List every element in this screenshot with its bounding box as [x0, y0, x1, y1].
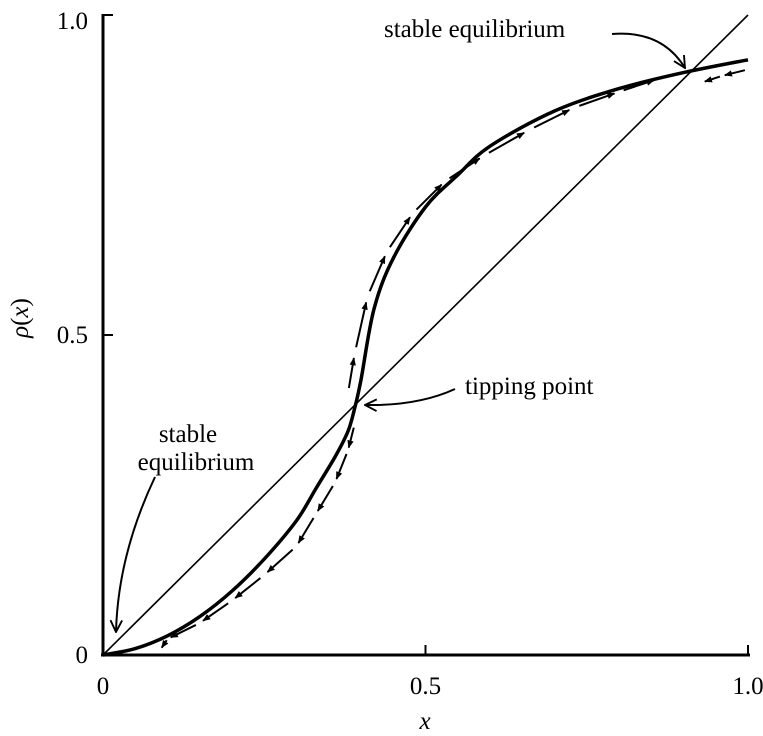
- y-axis-label-func: ρ: [7, 326, 34, 339]
- flow-arrow-segment: [368, 255, 386, 292]
- annotation-stable-bottom-line2: equilibrium: [138, 449, 255, 476]
- y-tick-label-1: 0.5: [57, 322, 88, 349]
- x-tick-label-0: 0: [97, 673, 110, 700]
- annotation-stable-bottom-line1: stable: [159, 421, 217, 448]
- flow-arrow-segment: [355, 301, 368, 348]
- flow-arrow-segment: [389, 216, 411, 248]
- y-tick-label-0: 0: [76, 642, 89, 669]
- annotation-tipping-point: tipping point: [365, 373, 594, 405]
- x-axis-label: x: [418, 708, 430, 735]
- x-tick-label-1: 0.5: [410, 673, 441, 700]
- flow-arrow-segment: [316, 485, 334, 512]
- y-tick-label-2: 1.0: [57, 8, 88, 35]
- y-axis-label: ρ(x): [7, 298, 34, 339]
- y-ticks: 0 0.5 1.0: [57, 8, 113, 669]
- flow-arrow-up: [347, 79, 655, 389]
- flow-arrow-segment: [623, 79, 655, 92]
- flow-arrow-segment: [170, 624, 197, 639]
- flow-arrow-segment: [160, 639, 169, 649]
- annotation-stable-equilibrium-top: stable equilibrium: [384, 16, 685, 68]
- flow-arrow-down: [160, 427, 355, 649]
- flow-arrow-segment: [724, 69, 746, 77]
- flow-arrow-segment: [448, 157, 481, 180]
- flow-arrow-segment: [488, 131, 525, 154]
- y-axis-label-var: x: [7, 306, 34, 318]
- flow-arrow-segment: [347, 427, 355, 449]
- flow-arrow-segment: [578, 92, 616, 107]
- flow-arrow-segment: [335, 453, 348, 480]
- flow-arrow-segment: [704, 75, 721, 83]
- flow-arrow-segment: [533, 109, 571, 129]
- y-axis-label-open: (: [7, 318, 34, 326]
- x-ticks: 0 0.5 1.0: [97, 645, 763, 700]
- flow-arrow-segment: [415, 183, 443, 211]
- flow-arrow-left: [704, 69, 746, 83]
- series-identity: [102, 14, 749, 656]
- annotation-stable-top-text: stable equilibrium: [384, 16, 566, 43]
- flow-arrow-segment: [266, 548, 294, 573]
- flow-arrow-segment: [234, 577, 262, 599]
- x-tick-label-2: 1.0: [732, 673, 763, 700]
- annotation-stable-bottom-arrow: [116, 476, 156, 632]
- flow-arrow-segment: [347, 357, 356, 389]
- annotation-stable-equilibrium-bottom: stable equilibrium: [116, 421, 255, 632]
- y-axis-label-close: ): [7, 298, 34, 306]
- flow-arrow-segment: [297, 517, 315, 544]
- series-rho: [102, 58, 749, 657]
- annotation-stable-top-arrow: [611, 32, 685, 68]
- series-layer: [102, 14, 749, 657]
- flow-arrows: [160, 69, 746, 649]
- annotation-tipping-text: tipping point: [465, 373, 594, 400]
- flow-arrow-segment: [202, 602, 229, 622]
- annotation-tipping-arrow: [365, 388, 456, 405]
